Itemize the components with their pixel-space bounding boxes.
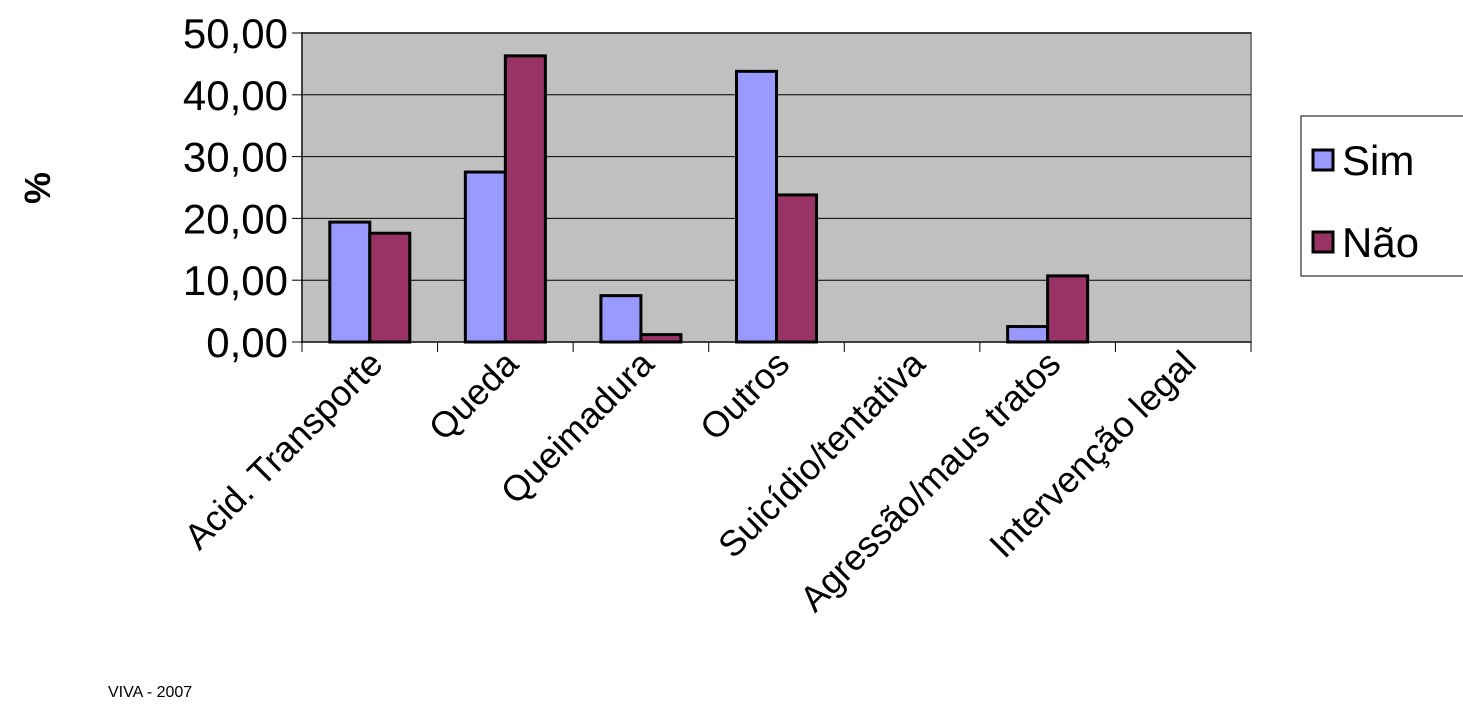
x-tick-label: Acid. Transporte: [176, 343, 390, 557]
bar-não-3: [775, 193, 818, 344]
x-tick-label: Queda: [421, 342, 527, 448]
y-tick-labels: 0,00 10,00 20,00 30,00 40,00 50,00: [183, 10, 302, 366]
y-tick-label: 40,00: [183, 72, 288, 119]
legend-label-sim: Sim: [1342, 137, 1414, 184]
bar-sim-5: [1006, 325, 1050, 344]
bar-sim-2: [599, 294, 643, 344]
bar-não-2: [639, 333, 683, 344]
x-tick-label: Outros: [692, 343, 797, 448]
y-tick-label: 50,00: [183, 10, 288, 57]
legend-swatch-sim: [1311, 148, 1335, 172]
y-tick-label: 30,00: [183, 134, 288, 181]
source-note: VIVA - 2007: [108, 684, 193, 701]
bar-sim-0: [328, 220, 372, 344]
legend: Sim Não: [1300, 115, 1463, 277]
y-axis-title: %: [17, 172, 58, 204]
legend-swatch-não: [1311, 230, 1335, 254]
bars: [328, 54, 1090, 344]
bar-não-5: [1046, 274, 1090, 344]
x-tick-label: Agressão/maus tratos: [792, 343, 1069, 620]
legend-label-não: Não: [1342, 219, 1419, 266]
y-tick-label: 0,00: [206, 319, 288, 366]
y-tick-label: 20,00: [183, 195, 288, 242]
bar-não-0: [368, 231, 412, 344]
bar-não-1: [503, 54, 547, 344]
y-tick-label: 10,00: [183, 257, 288, 304]
bar-sim-3: [735, 69, 778, 344]
axes: [301, 33, 1252, 352]
bar-sim-1: [463, 170, 507, 344]
